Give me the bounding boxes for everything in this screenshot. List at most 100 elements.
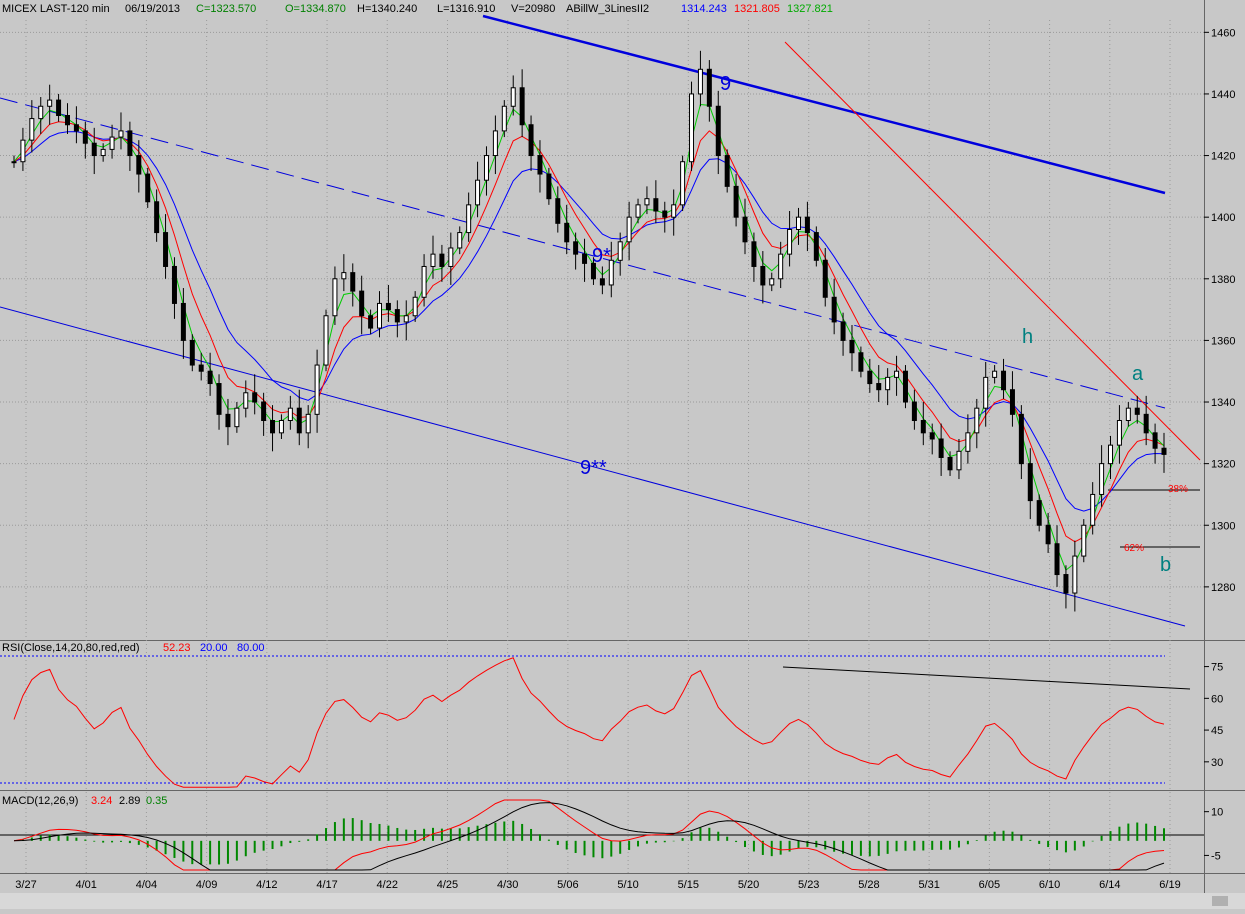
candle-body [528,124,534,157]
candle-body [341,272,347,280]
candle-body [537,155,543,175]
candle-body [795,216,801,230]
candle-body [385,302,391,311]
scrollbar-thumb[interactable] [1212,896,1228,906]
candle-body [100,148,106,157]
price-tick-label: 1280 [1211,582,1235,594]
candle-body [216,383,222,415]
candle-body [715,105,721,157]
candle-body [617,241,623,261]
ma-green-line [13,103,1165,571]
candle-body [582,253,588,264]
header-low: L=1316.910 [437,3,495,15]
candle-body [680,161,686,206]
candle-body [1152,432,1158,449]
candle-body [1009,389,1015,415]
candle-body [1018,413,1024,465]
candle-body [706,68,712,107]
date-tick-label: 3/27 [15,879,36,891]
candle-body [831,296,837,323]
candle-body [154,201,160,234]
date-tick-label: 6/19 [1159,879,1180,891]
candle-body [849,339,855,354]
macd-header: MACD(12,26,9) 3.24 2.89 0.35 [2,795,167,807]
rsi-trend-line [782,666,1191,690]
horizontal-scrollbar[interactable] [0,893,1245,909]
date-tick-label: 5/06 [557,879,578,891]
date-tick-label: 6/10 [1039,879,1060,891]
candle-body [885,376,891,391]
date-tick-label: 5/10 [617,879,638,891]
candle-body [368,315,374,329]
candle-body [1143,413,1149,434]
macd-panel [0,791,1204,873]
candle-body [403,315,409,323]
rsi-line [13,657,1165,788]
candle-body [483,155,489,181]
candle-body [145,173,151,203]
candle-body [920,420,926,434]
header-ma-red: 1321.805 [734,3,780,15]
candle-body [287,407,293,422]
price-tick-label: 1320 [1211,459,1235,471]
candle-body [1045,524,1051,545]
candle-body [359,290,365,317]
candle-body [323,315,329,366]
date-tick-label: 4/22 [377,879,398,891]
candle-body [974,407,980,434]
candle-body [858,352,864,372]
trend-line-9-star [0,97,1166,409]
right-axis [1204,0,1245,873]
candle-body [902,370,908,403]
macd-histogram [21,818,1165,865]
price-tick-label: 1420 [1211,151,1235,163]
candle-body [198,364,204,372]
candle-body [519,87,525,126]
candle-body [439,253,445,267]
candle-body [1081,524,1087,557]
candle-body [394,309,400,323]
candle-body [305,413,311,434]
header-indicator: ABillW_3LinesII2 [566,3,649,15]
rsi-low: 20.00 [200,642,228,654]
candle-body [573,241,579,255]
candle-body [82,130,88,144]
candle-body [492,130,498,157]
header-ma-blue: 1314.243 [681,3,727,15]
fib-62-label: 62% [1124,543,1144,554]
candle-body [929,432,935,440]
date-tick-label: 5/23 [798,879,819,891]
price-tick-label: 1460 [1211,27,1235,39]
candle-body [252,392,258,403]
candle-body [894,370,900,378]
candle-body [724,155,730,187]
candle-body [564,222,570,243]
fib-38-label: 38% [1168,484,1188,495]
candle-body [332,278,338,317]
header-ma-green: 1327.821 [787,3,833,15]
price-tick-label: 1440 [1211,89,1235,101]
macd-signal-value: 2.89 [119,795,140,807]
candle-body [867,370,873,385]
rsi-tick-label: 30 [1211,757,1223,769]
date-tick-label: 4/09 [196,879,217,891]
candle-body [189,339,195,366]
candle-body [11,161,17,164]
candle-body [466,204,472,234]
candle-body [1072,555,1078,594]
date-tick-label: 6/14 [1099,879,1120,891]
candle-body [1054,543,1060,576]
candle-body [911,401,917,422]
candle-body [947,456,953,471]
candle-body [1099,463,1105,495]
candle-body [938,438,944,458]
price-tick-label: 1300 [1211,520,1235,532]
candle-body [118,130,124,138]
candle-body [475,179,481,206]
macd-hist-value: 0.35 [146,795,167,807]
candle-body [501,105,507,132]
resistance-line-red [784,41,1201,461]
wave-label-9-2star: 9** [580,457,607,479]
candle-body [1161,447,1167,455]
